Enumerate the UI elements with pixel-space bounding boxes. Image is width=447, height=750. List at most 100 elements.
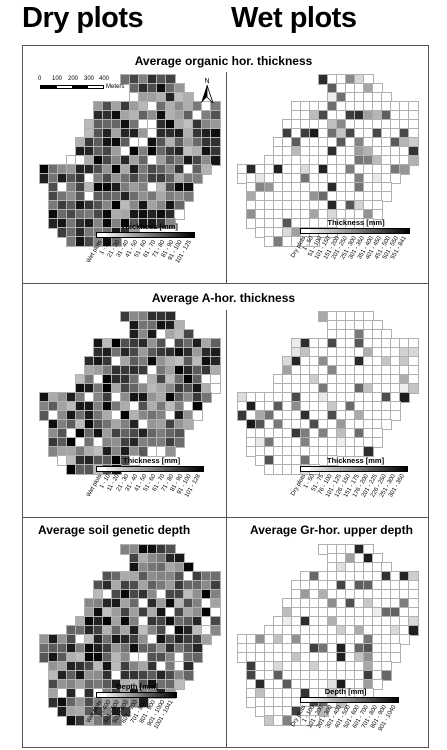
map-cell [76,438,85,447]
map-cell [58,429,67,438]
map-cell [310,411,319,420]
map-cell [238,165,247,174]
map-cell [166,671,175,680]
map-cell [166,174,175,183]
map-cell [202,348,211,357]
map-cell [337,653,346,662]
map-cell [112,590,121,599]
map-cell [166,438,175,447]
map-cell [139,626,148,635]
map-cell [346,545,355,554]
map-cell [184,581,193,590]
map-cell [193,384,202,393]
map-cell [112,429,121,438]
map-cell [175,147,184,156]
map-cell [301,147,310,156]
map-cell [355,165,364,174]
map-cell [328,429,337,438]
map-cell [157,174,166,183]
map-cell [94,671,103,680]
map-cell [283,429,292,438]
map-cell [139,608,148,617]
map-cell [337,545,346,554]
map-cell [256,689,265,698]
map-cell [76,689,85,698]
map-cell [364,84,373,93]
map-cell [193,174,202,183]
map-cell [283,653,292,662]
map-cell [310,680,319,689]
map-cell [265,626,274,635]
map-cell [301,183,310,192]
map-cell [166,447,175,456]
map-cell [103,183,112,192]
map-cell [355,120,364,129]
map-cell [310,644,319,653]
map-cell [175,366,184,375]
map-cell [319,671,328,680]
map-cell [355,138,364,147]
map-cell [364,147,373,156]
map-cell [175,357,184,366]
map-cell [346,429,355,438]
map-cell [409,357,418,366]
map-cell [85,165,94,174]
map-cell [76,635,85,644]
map-cell [175,375,184,384]
map-cell [94,219,103,228]
map-cell [166,156,175,165]
map-cell [265,420,274,429]
map-cell [94,174,103,183]
map-cell [148,545,157,554]
map-cell [409,581,418,590]
map-cell [121,447,130,456]
map-cell [175,192,184,201]
map-cell [121,129,130,138]
map-cell [346,438,355,447]
map-cell [175,599,184,608]
map-cell [121,626,130,635]
map-cell [148,93,157,102]
map-cell [202,590,211,599]
map-cell [67,420,76,429]
map-cell [49,671,58,680]
map-cell [283,366,292,375]
map-cell [157,111,166,120]
map-cell [391,375,400,384]
map-cell [364,183,373,192]
map-cell [121,402,130,411]
map-cell [337,554,346,563]
map-cell [283,219,292,228]
map-cell [364,545,373,554]
map-cell [157,357,166,366]
map-cell [292,438,301,447]
map-cell [364,174,373,183]
map-cell [319,662,328,671]
map-cell [292,456,301,465]
map-cell [256,174,265,183]
map-cell [94,635,103,644]
map-cell [175,393,184,402]
map-cell [346,348,355,357]
map-cell [337,429,346,438]
map-cell [373,680,382,689]
map-cell [139,129,148,138]
map-cell [364,156,373,165]
map-cell [121,420,130,429]
map-cell [346,599,355,608]
map-cell [112,183,121,192]
map-cell [337,129,346,138]
map-cell [94,402,103,411]
map-cell [274,402,283,411]
map-cell [211,581,220,590]
map-cell [373,572,382,581]
map-cell [184,192,193,201]
map-cell [148,183,157,192]
map-cell [94,438,103,447]
map-cell [103,599,112,608]
map-cell [391,120,400,129]
map-cell [166,429,175,438]
map-cell [94,147,103,156]
map-cell [391,590,400,599]
map-cell [121,348,130,357]
